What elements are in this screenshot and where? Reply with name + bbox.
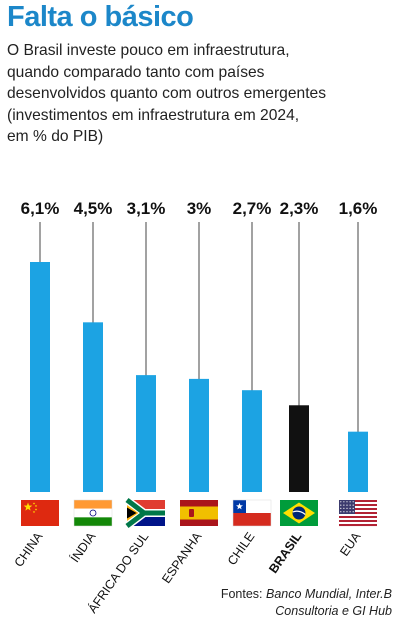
bar-china: [30, 262, 50, 492]
subtitle-line: quando comparado tanto com países: [7, 63, 265, 81]
value-label: 2,7%: [233, 199, 272, 218]
category-label: EUA: [337, 529, 364, 559]
subtitle-line: (investimentos em infraestrutura em 2024…: [7, 106, 300, 124]
usa-flag-icon: [339, 500, 377, 527]
brazil-flag-icon: [280, 500, 318, 526]
value-label: 2,3%: [280, 199, 319, 218]
subtitle-line: O Brasil investe pouco em infraestrutura…: [7, 42, 290, 59]
india-flag-icon: [73, 499, 113, 527]
source-note: Fontes: Banco Mundial, Inter.B Consultor…: [221, 586, 392, 620]
subtitle-line: em % do PIB): [7, 128, 104, 145]
china-flag-icon: [21, 500, 59, 526]
chart-subtitle: O Brasil investe pouco em infraestrutura…: [7, 40, 399, 148]
category-label: ÍNDIA: [67, 529, 99, 565]
chart-title: Falta o básico: [7, 1, 194, 33]
bar-espanha: [189, 378, 209, 492]
bar-eua: [348, 431, 368, 492]
chile-flag-icon: [232, 499, 272, 527]
subtitle-line: desenvolvidos quanto com outros emergent…: [7, 85, 326, 102]
bar-índia: [83, 322, 103, 492]
source-line2: Consultoria e GI Hub: [275, 604, 392, 618]
bar-chile: [242, 390, 262, 492]
source-line1: Banco Mundial, Inter.B: [266, 587, 392, 601]
value-label: 1,6%: [339, 199, 378, 218]
value-label: 4,5%: [74, 199, 113, 218]
category-label: CHINA: [12, 529, 46, 569]
category-label: CHILE: [225, 530, 258, 568]
value-label: 3%: [187, 199, 212, 218]
category-label: ESPANHA: [159, 529, 205, 586]
source-prefix: Fontes:: [220, 587, 266, 601]
bar-brasil: [289, 405, 309, 492]
spain-flag-icon: [180, 500, 218, 526]
value-label: 6,1%: [21, 199, 60, 218]
south-africa-flag-icon: [124, 496, 165, 530]
bar-áfrica-do-sul: [136, 375, 156, 492]
category-label: BRASIL: [266, 529, 304, 575]
value-label: 3,1%: [127, 199, 166, 218]
